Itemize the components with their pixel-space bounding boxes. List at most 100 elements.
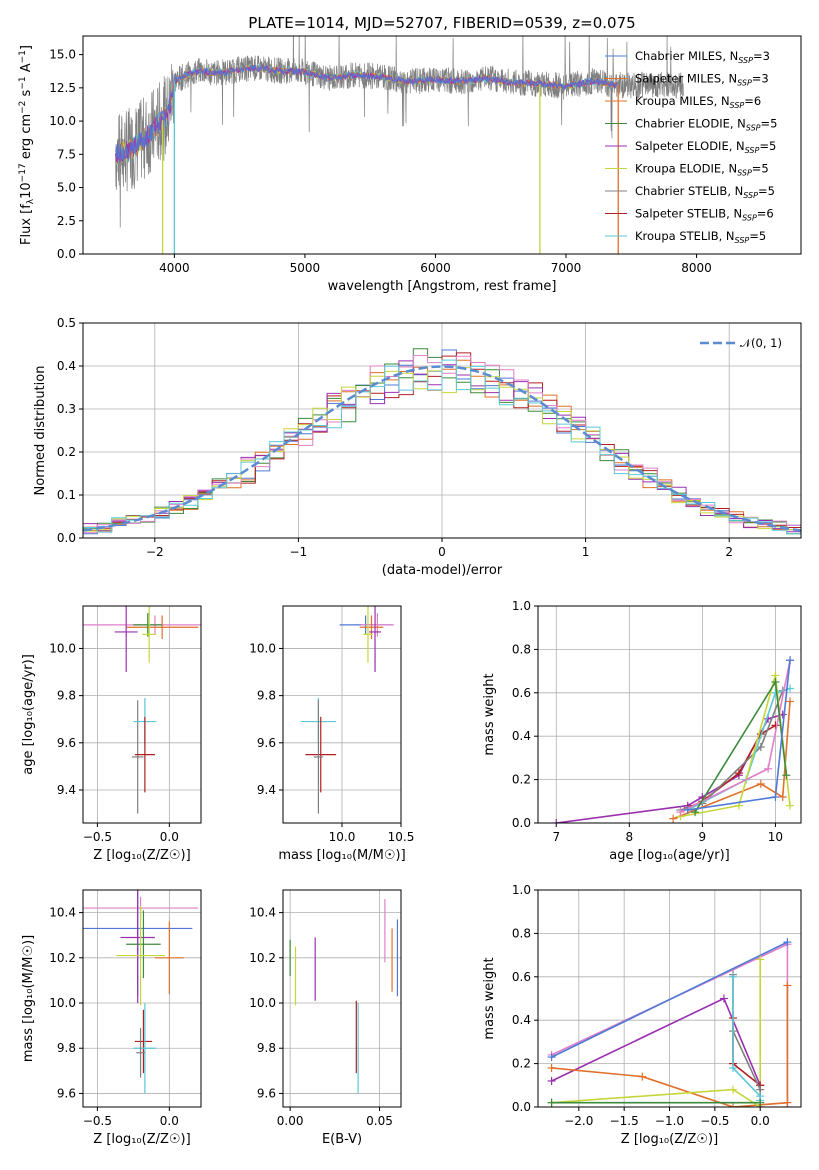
y-axis-label: Flux [fλ10−17 erg cm−2 s−1 A−1] xyxy=(18,45,36,245)
y-tick-label: 5.0 xyxy=(57,181,76,195)
legend-post: =5 xyxy=(759,139,776,153)
y-tick-label: 0.6 xyxy=(512,970,531,984)
y-tick-label: 9.8 xyxy=(57,689,76,703)
x-axis-label: mass [log₁₀(M/M☉)] xyxy=(278,848,405,863)
legend-sub: SSP xyxy=(730,101,745,110)
axes-frame xyxy=(82,889,202,1108)
y-tick-label: 0.0 xyxy=(57,247,76,261)
y-axis-label-part: ] xyxy=(19,45,34,50)
x-axis-label: Z [log₁₀(Z/Z☉)] xyxy=(621,1132,718,1147)
y-tick-label: 10.4 xyxy=(49,906,76,920)
y-axis-label-part: λ xyxy=(26,198,36,204)
x-axis-label: age [log₁₀(age/yr)] xyxy=(609,848,730,863)
y-tick-label: 0.2 xyxy=(57,445,76,459)
x-tick-label: 0.05 xyxy=(366,1114,393,1128)
x-tick-label: 9 xyxy=(699,830,707,844)
x-tick-label: −1.5 xyxy=(610,1114,639,1128)
y-tick-label: 0.5 xyxy=(57,316,76,330)
y-axis-label: mass [log₁₀(M/M☉)] xyxy=(21,935,36,1062)
y-tick-label: 9.4 xyxy=(57,783,76,797)
residual-histogram-line xyxy=(83,367,801,532)
y-axis-label-part: −1 xyxy=(18,76,28,89)
y-axis-label-part: 10 xyxy=(19,182,34,199)
x-tick-label: 10.5 xyxy=(388,830,415,844)
legend-post: =3 xyxy=(753,49,770,63)
residual-histogram-line xyxy=(83,352,801,531)
x-tick-label: 4000 xyxy=(159,261,190,275)
legend-entry: Kroupa ELODIE, NSSP=5 xyxy=(635,162,769,178)
legend-entry: Salpeter MILES, NSSP=3 xyxy=(635,72,769,88)
y-tick-label: 9.4 xyxy=(257,783,276,797)
x-tick-label: 0.0 xyxy=(751,1114,770,1128)
spectrum-data-line xyxy=(115,36,684,228)
x-axis-label: Z [log₁₀(Z/Z☉)] xyxy=(93,848,190,863)
y-tick-label: 0.0 xyxy=(512,1100,531,1114)
legend-post: =5 xyxy=(749,229,766,243)
y-tick-label: 10.0 xyxy=(49,996,76,1010)
legend-text: Kroupa STELIB, N xyxy=(635,229,735,243)
y-axis-label-part: A xyxy=(19,63,34,76)
y-tick-label: 1.0 xyxy=(512,883,531,897)
y-tick-label: 0.3 xyxy=(57,402,76,416)
y-axis-label-part: −1 xyxy=(18,50,28,63)
y-axis-label-part: −17 xyxy=(18,163,28,182)
x-tick-label: 0.0 xyxy=(160,1114,179,1128)
x-tick-label: 5000 xyxy=(290,261,321,275)
y-tick-label: 0.2 xyxy=(512,1057,531,1071)
plot-area xyxy=(289,899,399,1094)
x-axis-label: E(B-V) xyxy=(322,1132,362,1147)
x-tick-label: 10.0 xyxy=(329,830,356,844)
y-tick-label: 0.6 xyxy=(512,686,531,700)
y-axis-label-part: erg cm xyxy=(19,114,34,163)
massweight-series-line xyxy=(551,959,761,1107)
massweight-series-line xyxy=(680,690,784,811)
x-tick-label: 1 xyxy=(582,545,590,559)
y-axis-label: mass weight xyxy=(482,957,497,1039)
x-tick-label: −2.0 xyxy=(564,1114,593,1128)
y-tick-label: 0.4 xyxy=(512,729,531,743)
legend-text: Chabrier ELODIE, N xyxy=(635,117,746,131)
y-tick-label: 9.8 xyxy=(257,689,276,703)
legend-entry: Chabrier STELIB, NSSP=5 xyxy=(635,184,775,200)
legend-post: =3 xyxy=(752,72,769,86)
x-tick-label: −1 xyxy=(290,545,308,559)
age-vs-metallicity-panel: −0.5 0.0 9.4 9.6 9.8 10.0 Z [log₁₀(Z/Z☉)] age [… xyxy=(21,605,202,863)
legend-post: =6 xyxy=(744,94,761,108)
legend-post: =6 xyxy=(757,207,774,221)
y-tick-label: 9.6 xyxy=(257,736,276,750)
legend-sub: SSP xyxy=(738,56,753,65)
y-axis-label-part: −2 xyxy=(18,101,28,114)
plot-area xyxy=(83,348,801,535)
axes-frame xyxy=(282,605,402,824)
x-tick-label: 0.00 xyxy=(277,1114,304,1128)
x-tick-label: −0.5 xyxy=(83,1114,112,1128)
y-axis-label: age [log₁₀(age/yr)] xyxy=(21,654,36,775)
x-tick-label: −0.5 xyxy=(83,830,112,844)
massweight-vs-age-panel: 7 8 9 10 0.0 0.2 0.4 0.6 0.8 1.0 age [log₁₀(age/yr… xyxy=(482,599,802,863)
legend-sub: SSP xyxy=(742,214,757,223)
y-tick-label: 10.0 xyxy=(49,641,76,655)
y-axis-label-part: s xyxy=(19,89,34,100)
legend-post: =5 xyxy=(758,184,775,198)
y-axis-label: mass weight xyxy=(482,673,497,755)
x-tick-label: 7000 xyxy=(551,261,582,275)
spectrum-panel: 4000 5000 6000 7000 8000 0.0 2.5 5.0 7.5 10.0 12.5… xyxy=(18,14,802,294)
y-tick-label: 10.0 xyxy=(249,996,276,1010)
normal-curve-line xyxy=(83,365,801,532)
plot-area xyxy=(83,606,201,814)
legend-post: =5 xyxy=(752,162,769,176)
y-tick-label: 12.5 xyxy=(49,81,76,95)
massweight-vs-metallicity-panel: −2.0 −1.5 −1.0 −0.5 0.0 0.0 0.2 0.4 0.6 0.8 1.0 Z [… xyxy=(482,883,802,1147)
legend-sub: SSP xyxy=(745,146,760,155)
x-tick-label: 8000 xyxy=(681,261,712,275)
y-tick-label: 0.8 xyxy=(512,642,531,656)
y-tick-label: 0.0 xyxy=(57,531,76,545)
legend-entry: Salpeter STELIB, NSSP=6 xyxy=(635,207,774,223)
legend-text: Kroupa ELODIE, N xyxy=(635,162,737,176)
chart-title: PLATE=1014, MJD=52707, FIBERID=0539, z=0… xyxy=(248,14,635,32)
x-axis-label: wavelength [Angstrom, rest frame] xyxy=(328,279,557,294)
legend-post: =5 xyxy=(761,117,778,131)
plot-area xyxy=(115,36,684,254)
x-tick-label: 8 xyxy=(625,830,633,844)
